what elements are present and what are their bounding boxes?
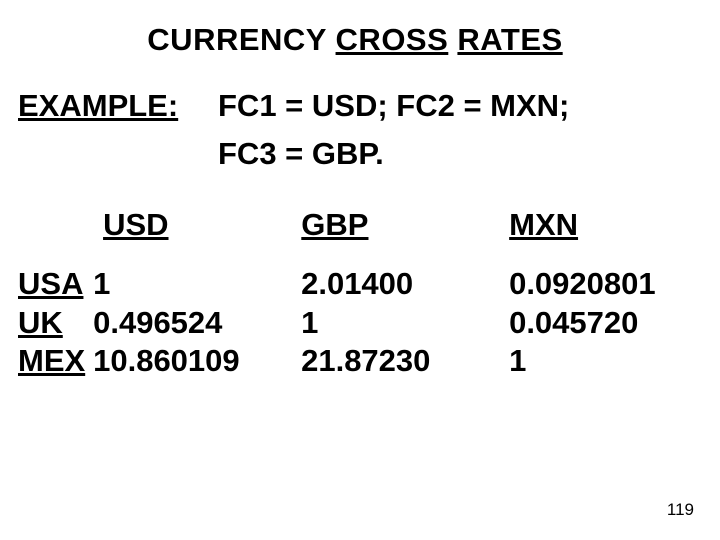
title-word-2: CROSS [336, 22, 449, 57]
table-row: MEX 10.860109 21.87230 1 [18, 342, 692, 381]
cell-usa-usd: 1 [93, 265, 301, 304]
example-definitions: FC1 = USD; FC2 = MXN; FC3 = GBP. [218, 82, 569, 178]
table-header-usd: USD [93, 206, 301, 245]
cell-uk-gbp: 1 [301, 304, 509, 343]
example-label: EXAMPLE: [18, 82, 218, 130]
title-word-1: CURRENCY [147, 22, 326, 57]
cross-rates-table: USD GBP MXN USA 1 2.01400 0.0920801 UK 0… [18, 206, 692, 381]
cell-uk-usd: 0.496524 [93, 304, 301, 343]
example-line-1: FC1 = USD; FC2 = MXN; [218, 88, 569, 123]
cell-mex-mxn: 1 [509, 342, 692, 381]
cell-mex-usd: 10.860109 [93, 342, 301, 381]
table-header-gbp: GBP [301, 206, 509, 245]
table-row: UK 0.496524 1 0.045720 [18, 304, 692, 343]
slide-title: CURRENCY CROSS RATES [18, 22, 692, 58]
table-header-mxn: MXN [509, 206, 692, 245]
row-label-uk: UK [18, 304, 93, 343]
example-block: EXAMPLE:FC1 = USD; FC2 = MXN; FC3 = GBP. [18, 82, 692, 178]
cell-usa-mxn: 0.0920801 [509, 265, 692, 304]
page-number: 119 [667, 500, 694, 520]
table-row: USA 1 2.01400 0.0920801 [18, 265, 692, 304]
title-word-3: RATES [457, 22, 562, 57]
example-line-2: FC3 = GBP. [218, 136, 384, 171]
row-label-usa: USA [18, 265, 93, 304]
cell-uk-mxn: 0.045720 [509, 304, 692, 343]
table-header-row: USD GBP MXN [18, 206, 692, 245]
table-header-blank [18, 206, 93, 245]
cell-mex-gbp: 21.87230 [301, 342, 509, 381]
row-label-mex: MEX [18, 342, 93, 381]
cell-usa-gbp: 2.01400 [301, 265, 509, 304]
